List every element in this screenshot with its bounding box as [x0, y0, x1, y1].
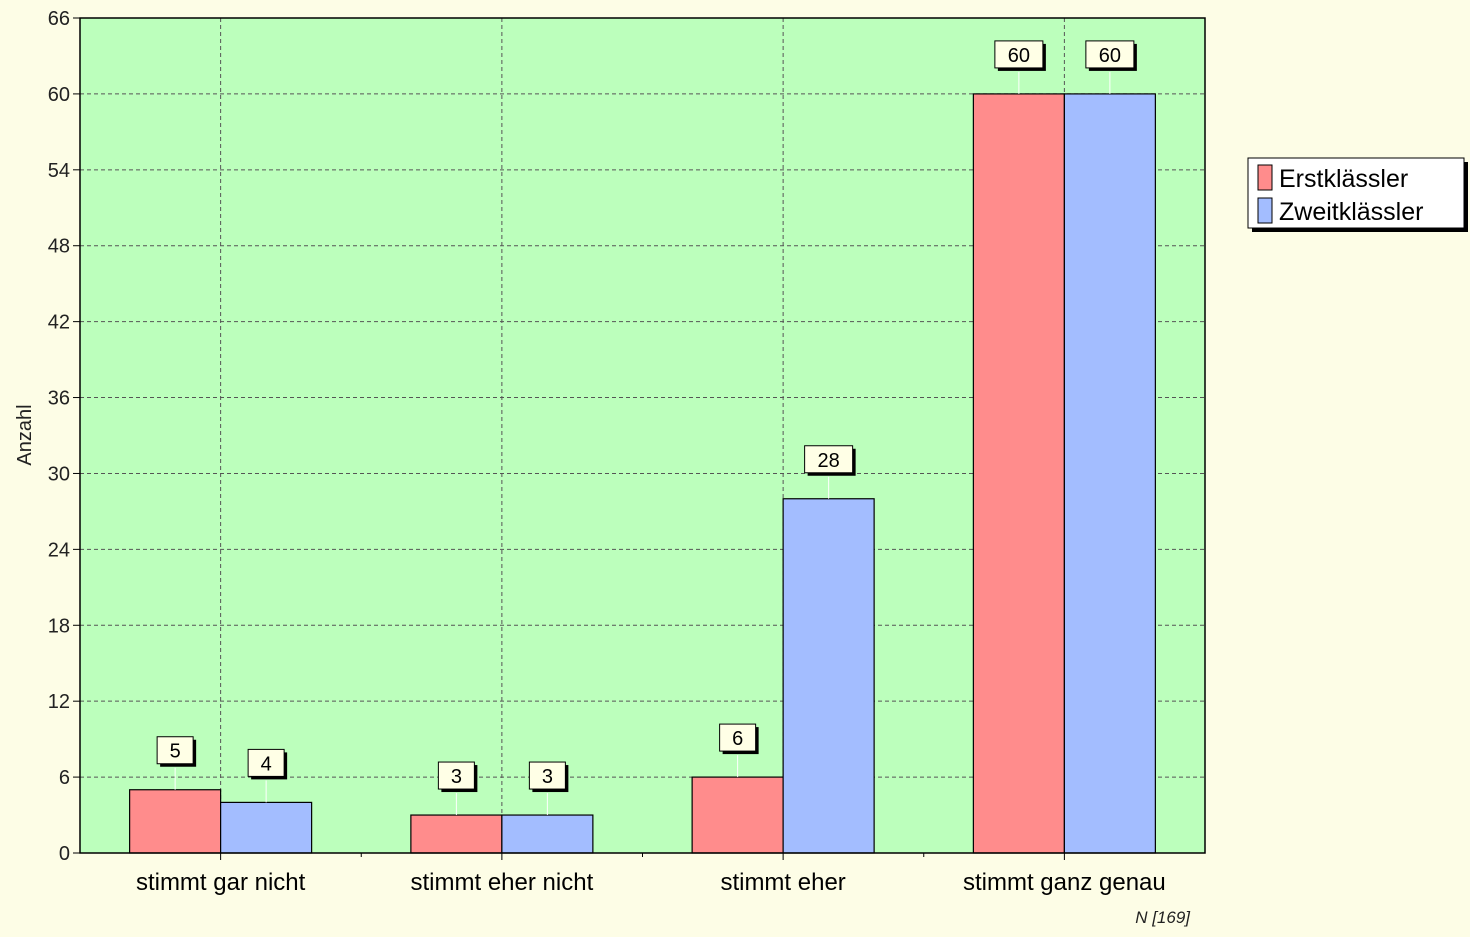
plot-border: [79, 17, 1206, 854]
data-label-box: [994, 40, 1044, 69]
y-tick-label: 24: [48, 539, 70, 561]
legend-label: Erstklässler: [1279, 165, 1408, 193]
data-label: 60: [1008, 45, 1030, 67]
y-tick-label: 48: [48, 236, 70, 258]
x-tick-label: stimmt gar nicht: [136, 869, 306, 896]
data-label-box: [1085, 40, 1135, 69]
data-label: 3: [451, 766, 462, 788]
y-tick-label: 54: [48, 160, 70, 182]
x-tick-label: stimmt eher: [720, 869, 845, 896]
data-label-box: [437, 761, 475, 790]
bar-erstklaessler: [691, 776, 784, 854]
bar-zweitklaessler: [501, 814, 594, 854]
data-label: 60: [1099, 45, 1121, 67]
sample-size-note: N [169]: [1135, 908, 1191, 927]
legend: [1247, 157, 1465, 229]
data-label-box: [804, 445, 854, 474]
y-tick-label: 60: [48, 84, 70, 106]
data-label-box: [247, 748, 285, 777]
data-label: 28: [818, 450, 840, 472]
legend-swatch: [1257, 164, 1273, 191]
legend-label: Zweitklässler: [1279, 198, 1423, 226]
bar-erstklaessler: [410, 814, 503, 854]
bar-zweitklaessler: [1063, 93, 1156, 854]
data-label: 3: [542, 766, 553, 788]
data-label-box: [719, 723, 757, 752]
y-tick-label: 30: [48, 463, 70, 485]
x-tick-label: stimmt ganz genau: [963, 869, 1166, 896]
y-axis-label: Anzahl: [14, 404, 36, 465]
bar-erstklaessler: [129, 789, 222, 854]
bar-zweitklaessler: [220, 801, 313, 854]
bar-erstklaessler: [972, 93, 1065, 854]
y-tick-label: 66: [48, 8, 70, 30]
x-tick-label: stimmt eher nicht: [411, 869, 594, 896]
data-label: 5: [170, 741, 181, 763]
data-label: 6: [732, 728, 743, 750]
y-tick-label: 42: [48, 312, 70, 334]
data-label: 4: [261, 753, 272, 775]
y-tick-label: 6: [59, 767, 70, 789]
data-label-box: [528, 761, 566, 790]
data-label-box: [156, 736, 194, 765]
y-tick-label: 0: [59, 843, 70, 865]
legend-swatch: [1257, 197, 1273, 224]
y-tick-label: 18: [48, 615, 70, 637]
bar-zweitklaessler: [782, 498, 875, 854]
y-tick-label: 36: [48, 388, 70, 410]
y-tick-label: 12: [48, 691, 70, 713]
